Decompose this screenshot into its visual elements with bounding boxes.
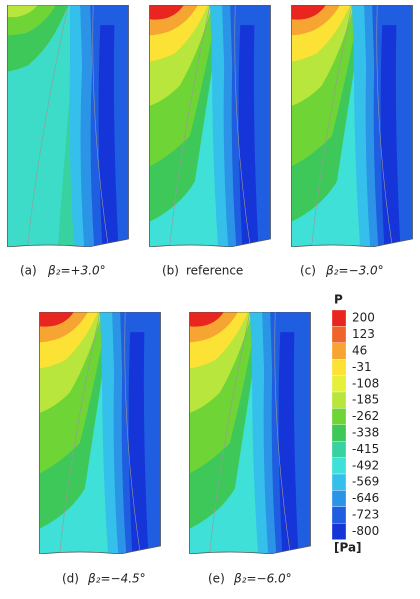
legend-label: -262: [352, 409, 379, 423]
caption: β₂=−3.0°: [325, 264, 384, 278]
legend-label: -723: [352, 508, 379, 522]
caption-tag: (b): [162, 264, 179, 278]
legend-label: 200: [352, 311, 375, 325]
caption: β₂=+3.0°: [47, 264, 106, 278]
caption: reference: [186, 264, 243, 278]
legend-label: 123: [352, 327, 375, 341]
legend-swatch: [331, 359, 347, 376]
contour-plot: [40, 312, 161, 554]
legend-label: -569: [352, 475, 379, 489]
caption: β₂=−4.5°: [87, 572, 146, 586]
legend-swatch: [331, 506, 347, 524]
legend-swatch: [331, 391, 347, 409]
caption-tag: (a): [20, 264, 37, 278]
legend-title: P: [334, 293, 343, 307]
legend-swatch: [331, 424, 347, 442]
legend-label: -800: [352, 524, 379, 538]
legend-swatch: [331, 457, 347, 475]
legend-label: 46: [352, 344, 367, 358]
legend-label: -338: [352, 426, 379, 440]
legend-swatch: [331, 441, 347, 458]
contour-plot: [292, 5, 413, 247]
contour-plot: [8, 5, 129, 247]
legend-label: -492: [352, 458, 379, 472]
legend-swatch: [331, 408, 347, 425]
legend-swatch: [331, 342, 347, 360]
legend-swatch: [331, 490, 347, 507]
caption-tag: (e): [208, 572, 225, 586]
legend-unit: [Pa]: [334, 541, 362, 555]
legend-swatch: [331, 473, 347, 491]
contour-plot: [150, 5, 271, 247]
legend-swatch: [331, 309, 347, 327]
legend-label: -415: [352, 442, 379, 456]
caption-tag: (c): [300, 264, 316, 278]
legend-label: -185: [352, 393, 379, 407]
legend-label: -31: [352, 360, 372, 374]
legend-swatch: [331, 326, 347, 343]
contour-plot: [190, 312, 311, 554]
caption: β₂=−6.0°: [233, 572, 292, 586]
caption-tag: (d): [62, 572, 79, 586]
legend-swatch: [331, 375, 347, 393]
legend-label: -108: [352, 376, 379, 390]
legend-label: -646: [352, 491, 379, 505]
legend-swatch: [331, 523, 347, 540]
